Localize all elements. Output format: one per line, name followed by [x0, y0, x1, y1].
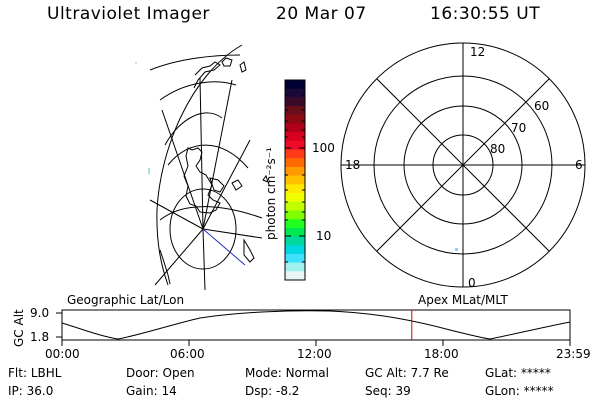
colorbar-cell [285, 140, 305, 151]
mlt-label-dusk: 18 [345, 158, 361, 172]
orbit-altitude-curve [61, 310, 571, 340]
apex-panel-title: Apex MLat/MLT [418, 293, 508, 307]
time-tick-0000: 00:00 [45, 347, 80, 361]
colorbar-cell [285, 106, 305, 116]
mlat-label-70: 70 [511, 121, 527, 135]
info-seq: Seq: 39 [365, 384, 411, 398]
colorbar-cell [285, 80, 305, 90]
latitude-line [149, 54, 241, 71]
colorbar-cell [285, 219, 305, 229]
colorbar-cell [285, 271, 305, 281]
colorbar-cell [285, 114, 305, 124]
colorbar-cell [285, 88, 305, 98]
info-flt: Flt: LBHL [8, 366, 62, 380]
mlat-label-60: 60 [534, 99, 550, 113]
altitude-tick-max: 9.0 [30, 306, 50, 320]
latitude-line [169, 188, 237, 270]
info-gc-alt: GC Alt: 7.7 Re [365, 366, 449, 380]
coastline [159, 249, 171, 285]
coastline [243, 238, 255, 263]
colorbar-cell [285, 262, 305, 272]
colorbar-cell [285, 123, 305, 133]
emission-speck [148, 168, 150, 174]
info-gain: Gain: 14 [126, 384, 177, 398]
colorbar-cell [285, 97, 305, 107]
meridian-line [202, 228, 206, 290]
mlt-label-dawn: 6 [575, 158, 583, 172]
emission-speck [135, 62, 137, 64]
coastline [221, 57, 233, 67]
time-tick-0600: 06:00 [170, 347, 205, 361]
info-ip: IP: 36.0 [8, 384, 54, 398]
meridian-highlight [202, 228, 246, 266]
mlat-label-80: 80 [490, 142, 506, 156]
colorbar-cell [285, 132, 305, 142]
info-mode: Mode: Normal [245, 366, 329, 380]
mlt-label-midnight: 0 [468, 276, 476, 290]
coastline [231, 179, 243, 191]
colorbar-cell [285, 210, 305, 220]
colorbar-tick-10: 10 [316, 229, 332, 243]
latitude-line [159, 81, 237, 101]
colorbar-cell [285, 149, 305, 159]
colorbar-tick-100: 100 [312, 141, 335, 155]
instrument-title: Ultraviolet Imager [47, 4, 210, 24]
info-glon: GLon: ***** [485, 384, 554, 398]
emission-speck [455, 248, 458, 251]
colorbar-cell [285, 166, 305, 177]
meridian-line [149, 199, 204, 230]
meridian-line [154, 228, 204, 286]
coastline [209, 177, 225, 193]
coastline [239, 61, 247, 73]
observation-date: 20 Mar 07 [276, 4, 367, 24]
meridian-line [161, 109, 204, 230]
altitude-tick-min: 1.8 [30, 330, 50, 344]
time-tick-1200: 12:00 [297, 347, 332, 361]
colorbar-cell [285, 193, 305, 203]
observation-time: 16:30:55 UT [430, 4, 541, 24]
info-door: Door: Open [126, 366, 195, 380]
coastline [183, 147, 221, 214]
earth-limb [156, 44, 243, 286]
colorbar-cell [285, 201, 305, 211]
info-dsp: Dsp: -8.2 [245, 384, 300, 398]
colorbar-cell [285, 245, 305, 255]
mlt-label-noon: 12 [470, 45, 486, 59]
latitude-line [159, 206, 263, 221]
coastline [193, 61, 221, 89]
time-tick-1800: 18:00 [424, 347, 459, 361]
colorbar-cell [285, 184, 305, 194]
latitude-line [164, 112, 223, 146]
meridian-line [202, 79, 233, 230]
colorbar-cell [285, 175, 305, 185]
geo-panel-title: Geographic Lat/Lon [67, 293, 185, 307]
coastline [262, 174, 269, 183]
meridian-line [202, 139, 251, 230]
colorbar-cell [285, 253, 305, 264]
time-tick-2359: 23:59 [556, 347, 591, 361]
meridian-line [202, 228, 263, 239]
colorbar-cell [285, 236, 305, 246]
info-glat: GLat: ***** [485, 366, 551, 380]
colorbar-cell [285, 158, 305, 168]
colorbar-cell [285, 227, 305, 238]
